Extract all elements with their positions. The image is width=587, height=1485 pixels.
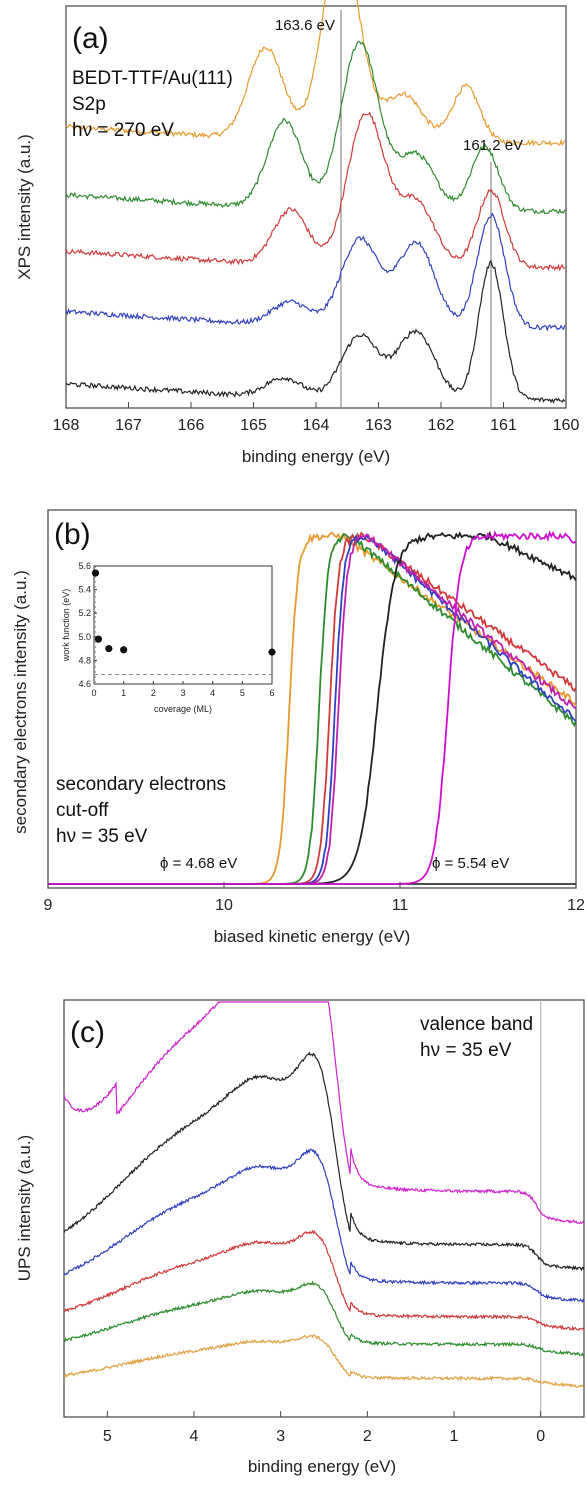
inset-x-tick-label-5: 5: [240, 688, 245, 698]
x-tick-label-a-3: 165: [240, 417, 267, 434]
phi-max-label: ϕ = 5.54 eV: [432, 855, 509, 872]
valence-band-label: valence band: [420, 1014, 533, 1035]
x-tick-label-c-0: 5: [103, 1428, 112, 1445]
series-c-0: [63, 1334, 585, 1389]
series-c-5: [63, 1001, 585, 1225]
x-tick-label-c-5: 0: [536, 1428, 545, 1445]
sample-label: BEDT-TTF/Au(111): [72, 68, 233, 89]
series-c-4: [63, 1051, 585, 1272]
inset-y-tick-label-4: 5.4: [78, 585, 91, 595]
photon-energy-label-b: hν = 35 eV: [56, 826, 148, 847]
core-level-label: S2p: [72, 94, 106, 115]
cutoff-label-line2: cut-off: [56, 800, 109, 821]
inset-y-label: work function (eV): [61, 589, 71, 663]
y-axis-label-c: UPS intensity (a.u.): [15, 1135, 34, 1281]
x-tick-label-a-0: 168: [53, 417, 80, 434]
inset-y-tick-label-5: 5.6: [78, 561, 91, 571]
x-axis-label-a: binding energy (eV): [242, 447, 390, 466]
series-a-1: [65, 40, 566, 215]
inset-point-1: [94, 635, 103, 643]
x-axis-label-b: biased kinetic energy (eV): [214, 927, 411, 946]
x-tick-label-c-4: 1: [450, 1428, 459, 1445]
inset-y-tick-label-2: 5.0: [78, 632, 91, 642]
x-axis-label-c: binding energy (eV): [248, 1457, 396, 1476]
series-a-0: [65, 0, 566, 147]
panel-letter-b: (b): [54, 518, 91, 551]
x-tick-label-b-3: 12: [567, 897, 585, 914]
series-b-6: [48, 530, 577, 885]
series-a-2: [65, 111, 566, 272]
x-tick-label-a-5: 163: [365, 417, 392, 434]
inset-x-tick-label-0: 0: [91, 688, 96, 698]
x-tick-label-a-6: 162: [428, 417, 455, 434]
x-tick-label-c-2: 3: [276, 1428, 285, 1445]
inset-point-2: [105, 645, 113, 653]
x-tick-label-b-0: 9: [44, 897, 53, 914]
inset-x-tick-label-1: 1: [121, 688, 126, 698]
y-axis-label-a: XPS intensity (a.u.): [15, 134, 34, 280]
inset-x-tick-label-4: 4: [210, 688, 215, 698]
inset-x-tick-label-6: 6: [269, 688, 274, 698]
inset-point-3: [120, 646, 128, 654]
inset-x-tick-label-2: 2: [151, 688, 156, 698]
cutoff-label-line1: secondary electrons: [56, 774, 226, 795]
x-tick-label-b-2: 11: [392, 897, 409, 914]
inset-y-tick-label-3: 5.2: [78, 608, 91, 618]
inset-x-label: coverage (ML): [154, 704, 212, 714]
x-tick-label-c-1: 4: [190, 1428, 199, 1445]
plot-frame-b: [47, 509, 577, 889]
x-tick-label-a-1: 167: [115, 417, 142, 434]
phi-min-label: ϕ = 4.68 eV: [160, 855, 237, 872]
series-a-4: [65, 259, 566, 404]
plot-frame-c: [63, 999, 585, 1418]
x-tick-label-b-1: 10: [215, 897, 233, 914]
x-tick-label-a-8: 160: [553, 417, 580, 434]
series-a-3: [65, 212, 566, 332]
series-c-3: [63, 1148, 585, 1304]
x-tick-label-a-7: 161: [490, 417, 517, 434]
y-axis-label-b: secondary electrons intensity (a.u.): [11, 570, 30, 834]
inset-x-tick-label-3: 3: [180, 688, 185, 698]
series-c-2: [63, 1229, 585, 1332]
ref-label-163-6: 163.6 eV: [275, 17, 335, 34]
photon-energy-label: hν = 270 eV: [72, 120, 174, 141]
chart-b: 9 10 11 12 (b) 0 1 2 3 4 5 64.64.85.05.25.45.6 co…: [11, 509, 585, 946]
inset-y-tick-label-0: 4.6: [78, 679, 91, 689]
x-tick-label-a-4: 164: [303, 417, 330, 434]
panel-letter-c: (c): [70, 1016, 105, 1049]
x-tick-label-a-2: 166: [178, 417, 205, 434]
chart-c: 5 4 3 2 1 0 (c) valence band hν = 35 eV bindi…: [15, 999, 585, 1476]
chart-a: 168 167 166 165 164 163 162 161 160 (a) BEDT-TTF…: [15, 0, 580, 466]
inset-point-0: [91, 569, 100, 577]
photon-energy-label-c: hν = 35 eV: [420, 1040, 512, 1061]
inset-y-tick-label-1: 4.8: [78, 655, 91, 665]
panel-letter-a: (a): [72, 22, 109, 55]
inset-point-4: [268, 648, 276, 656]
x-tick-label-c-3: 2: [363, 1428, 372, 1445]
ref-label-161-2: 161.2 eV: [463, 137, 523, 154]
series-c-1: [63, 1280, 585, 1357]
